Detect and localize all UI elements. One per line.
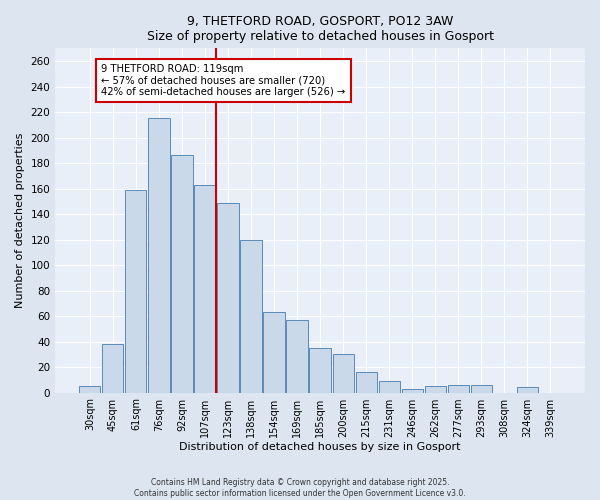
Bar [401,389,423,392]
Bar [517,388,538,392]
Bar [148,118,170,392]
Bar [356,372,377,392]
Bar [470,385,492,392]
Bar [102,344,124,393]
Bar [79,386,100,392]
Y-axis label: Number of detached properties: Number of detached properties [15,133,25,308]
Bar [379,381,400,392]
Bar [263,312,284,392]
X-axis label: Distribution of detached houses by size in Gosport: Distribution of detached houses by size … [179,442,461,452]
Bar [448,385,469,392]
Title: 9, THETFORD ROAD, GOSPORT, PO12 3AW
Size of property relative to detached houses: 9, THETFORD ROAD, GOSPORT, PO12 3AW Size… [146,15,494,43]
Text: 9 THETFORD ROAD: 119sqm
← 57% of detached houses are smaller (720)
42% of semi-d: 9 THETFORD ROAD: 119sqm ← 57% of detache… [101,64,346,97]
Bar [217,202,239,392]
Bar [425,386,446,392]
Bar [332,354,353,393]
Bar [172,156,193,392]
Text: Contains HM Land Registry data © Crown copyright and database right 2025.
Contai: Contains HM Land Registry data © Crown c… [134,478,466,498]
Bar [241,240,262,392]
Bar [310,348,331,393]
Bar [194,185,215,392]
Bar [125,190,146,392]
Bar [286,320,308,392]
